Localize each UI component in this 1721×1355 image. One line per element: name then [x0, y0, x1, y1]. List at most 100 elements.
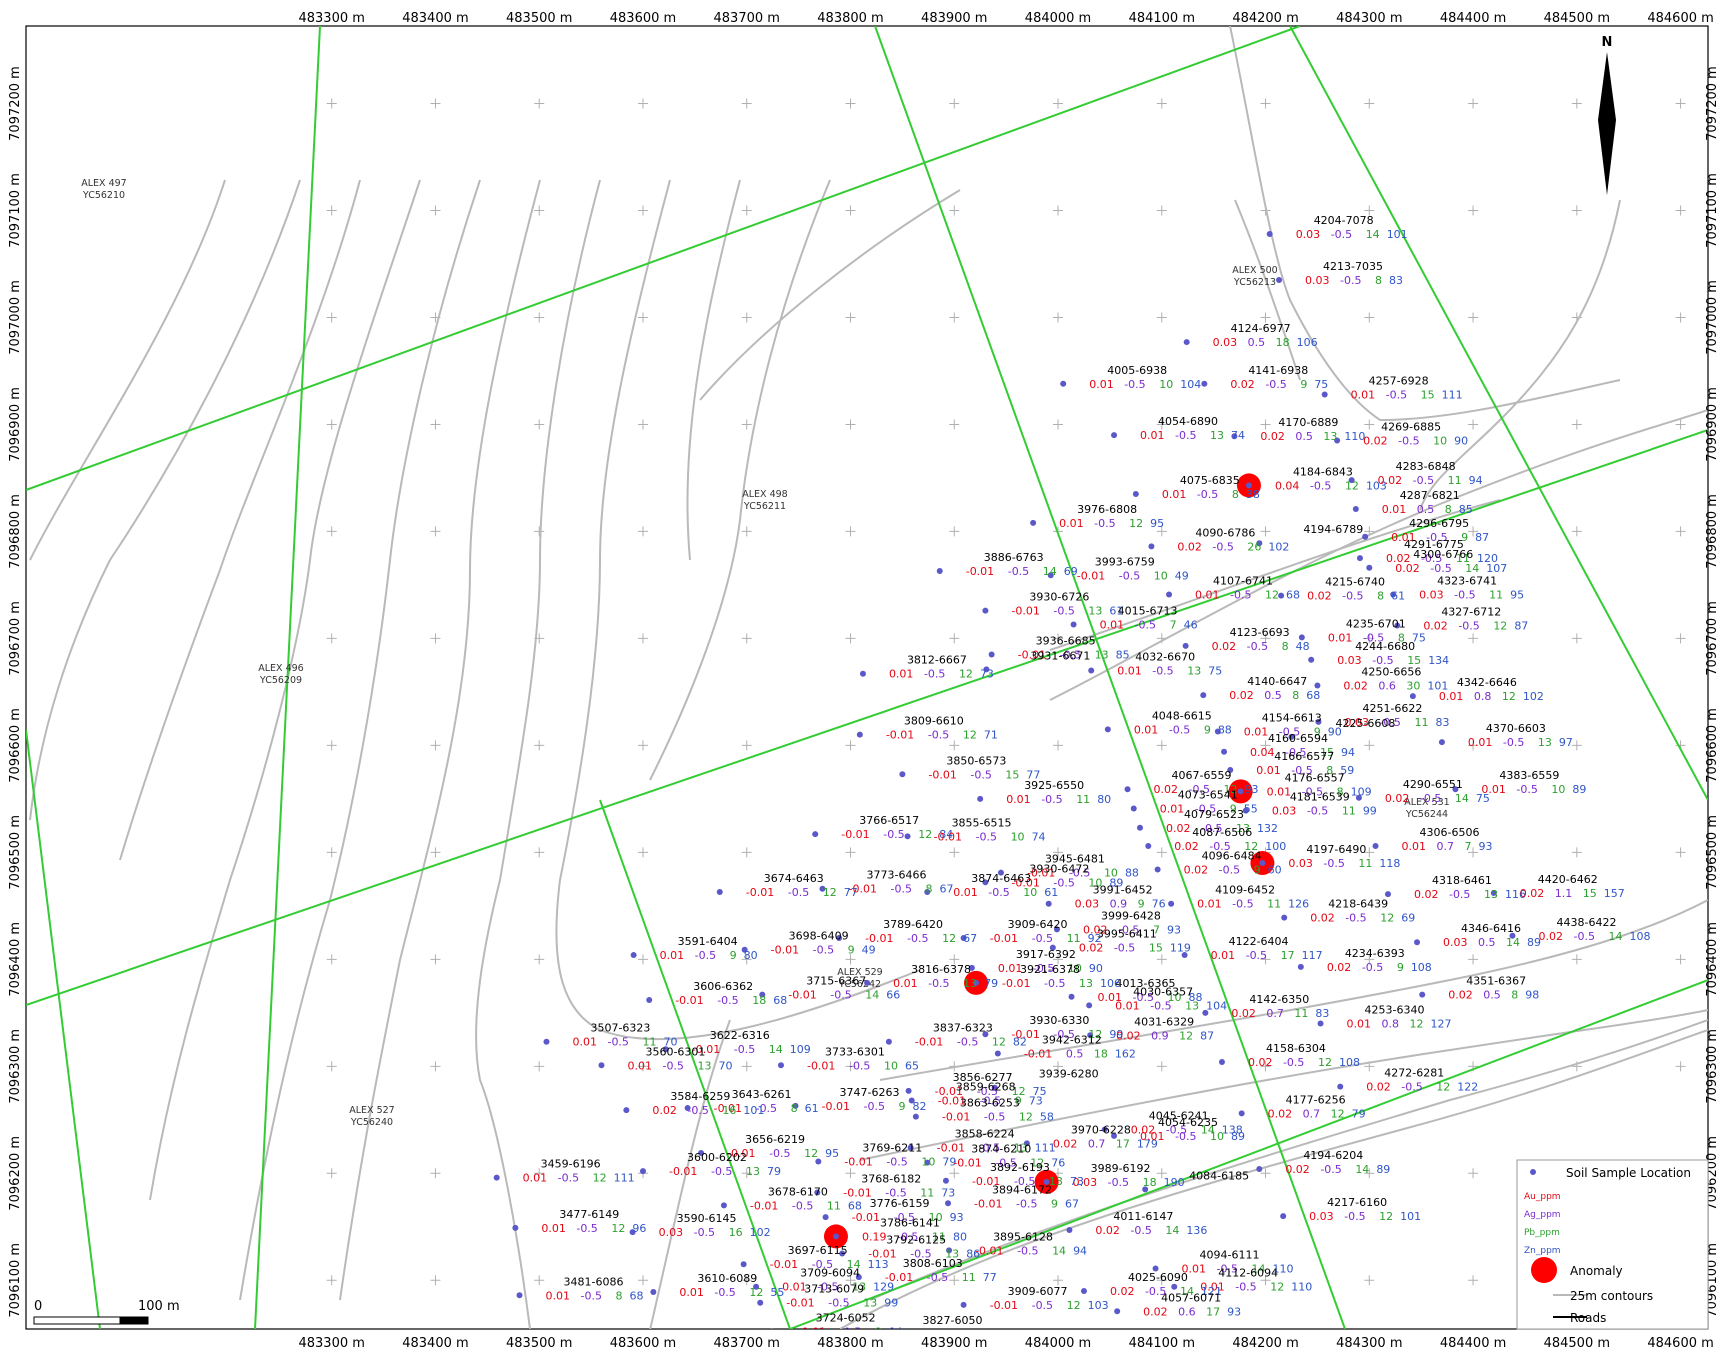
pb-value: 11: [1448, 474, 1462, 487]
grid-cross: [1675, 954, 1686, 965]
grid-cross: [1053, 1275, 1064, 1286]
grid-cross: [1053, 847, 1064, 858]
sample-point: [512, 1224, 519, 1231]
au-value: 0.01: [1140, 1130, 1165, 1143]
sample-point: [907, 1144, 914, 1151]
ag-value: -0.5: [897, 1230, 918, 1243]
au-value: 0.01: [1200, 1281, 1225, 1294]
ag-value: -0.5: [1133, 991, 1154, 1004]
grid-cross: [741, 1168, 752, 1179]
zn-value: 82: [1013, 1036, 1027, 1049]
pb-value: 11: [1358, 857, 1372, 870]
zn-value: 102: [750, 1226, 771, 1239]
grid-cross: [845, 312, 856, 323]
zn-value: 71: [984, 729, 998, 742]
au-value: -0.01: [692, 1043, 720, 1056]
ag-value: -0.5: [1379, 716, 1400, 729]
legend-anomaly: Anomaly: [1570, 1264, 1623, 1278]
ag-value: 1.1: [1555, 887, 1573, 900]
zn-value: 55: [770, 1286, 784, 1299]
au-value: 0.01: [1195, 589, 1220, 602]
zn-value: 129: [873, 1281, 894, 1294]
zn-value: 111: [614, 1172, 635, 1185]
zn-value: 101: [1400, 1210, 1421, 1223]
sample-point: [716, 888, 723, 895]
ag-value: -0.5: [788, 886, 809, 899]
sample-id: 4318-6461: [1432, 874, 1492, 887]
ag-value: -0.5: [1516, 783, 1537, 796]
zn-value: 61: [1109, 605, 1123, 618]
grid-cross: [326, 954, 337, 965]
sample-id: 4015-6713: [1118, 604, 1178, 617]
north-arrow: N: [1598, 35, 1616, 195]
au-value: 0.03: [1337, 654, 1362, 667]
zn-value: 93: [1479, 840, 1493, 853]
sample-label: 3773-6466-0.01 -0.5 8 67: [848, 869, 953, 896]
sample-id: 4141-6938: [1248, 364, 1308, 377]
au-value: -0.01: [928, 768, 956, 781]
north-arrow-icon: [1598, 52, 1616, 195]
sample-point: [1181, 952, 1188, 959]
ag-value: -0.5: [711, 1165, 732, 1178]
grid-cross: [1053, 312, 1064, 323]
au-value: 0.02: [1385, 792, 1410, 805]
au-value: 0.19: [862, 1230, 887, 1243]
au-value: -0.01: [990, 932, 1018, 945]
grid-cross: [430, 1168, 441, 1179]
ag-value: -0.5: [1344, 1210, 1365, 1223]
pb-value: 13: [1088, 605, 1102, 618]
au-value: -0.01: [844, 1156, 872, 1169]
grid-cross: [326, 1168, 337, 1179]
sample-label: 3600-6202-0.01 -0.5 13 79: [669, 1151, 781, 1178]
grid-cross: [1260, 1168, 1271, 1179]
sample-label: 3930-6330-0.01 -0.5 12 99: [1011, 1014, 1123, 1041]
grid-cross: [1260, 312, 1271, 323]
zn-value: 107: [1486, 562, 1507, 575]
grid-cross: [949, 847, 960, 858]
sample-label: 3678-6170-0.01 -0.5 11 68: [750, 1185, 862, 1212]
ag-value: 0.5: [1483, 989, 1501, 1002]
au-value: 0.01: [998, 962, 1023, 975]
sample-id: 4194-6204: [1303, 1149, 1363, 1162]
au-value: -0.01: [848, 883, 876, 896]
grid-cross: [1571, 954, 1582, 965]
zn-value: 90: [1328, 725, 1342, 738]
sample-id: 3856-6277: [953, 1071, 1013, 1084]
ag-value: 0.6: [1378, 679, 1396, 692]
claim-code: YC56213: [1233, 277, 1276, 288]
ag-value: -0.5: [828, 1297, 849, 1310]
sample-id: 4176-6557: [1285, 771, 1345, 784]
sample-point: [1145, 842, 1152, 849]
ag-value: -0.5: [1386, 388, 1407, 401]
sample-id: 3999-6428: [1101, 909, 1161, 922]
ag-value: -0.5: [1307, 805, 1328, 818]
contour-line: [1229, 26, 1621, 422]
zn-value: 109: [790, 1043, 811, 1056]
grid-cross: [1571, 205, 1582, 216]
au-value: -0.01: [1011, 876, 1039, 889]
sample-id: 4300-6766: [1413, 548, 1473, 561]
x-tick-label-top: 484600 m: [1647, 11, 1713, 26]
zn-value: 179: [1137, 1137, 1158, 1150]
y-tick-label-right: 7096900 m: [1705, 387, 1720, 462]
sample-point: [983, 666, 990, 673]
zn-value: 83: [1389, 274, 1403, 287]
au-value: 0.02: [1423, 620, 1448, 633]
sample-point: [991, 1084, 998, 1091]
ag-value: -0.5: [576, 1222, 597, 1235]
sample-point: [1276, 277, 1283, 284]
sample-point: [646, 996, 653, 1003]
